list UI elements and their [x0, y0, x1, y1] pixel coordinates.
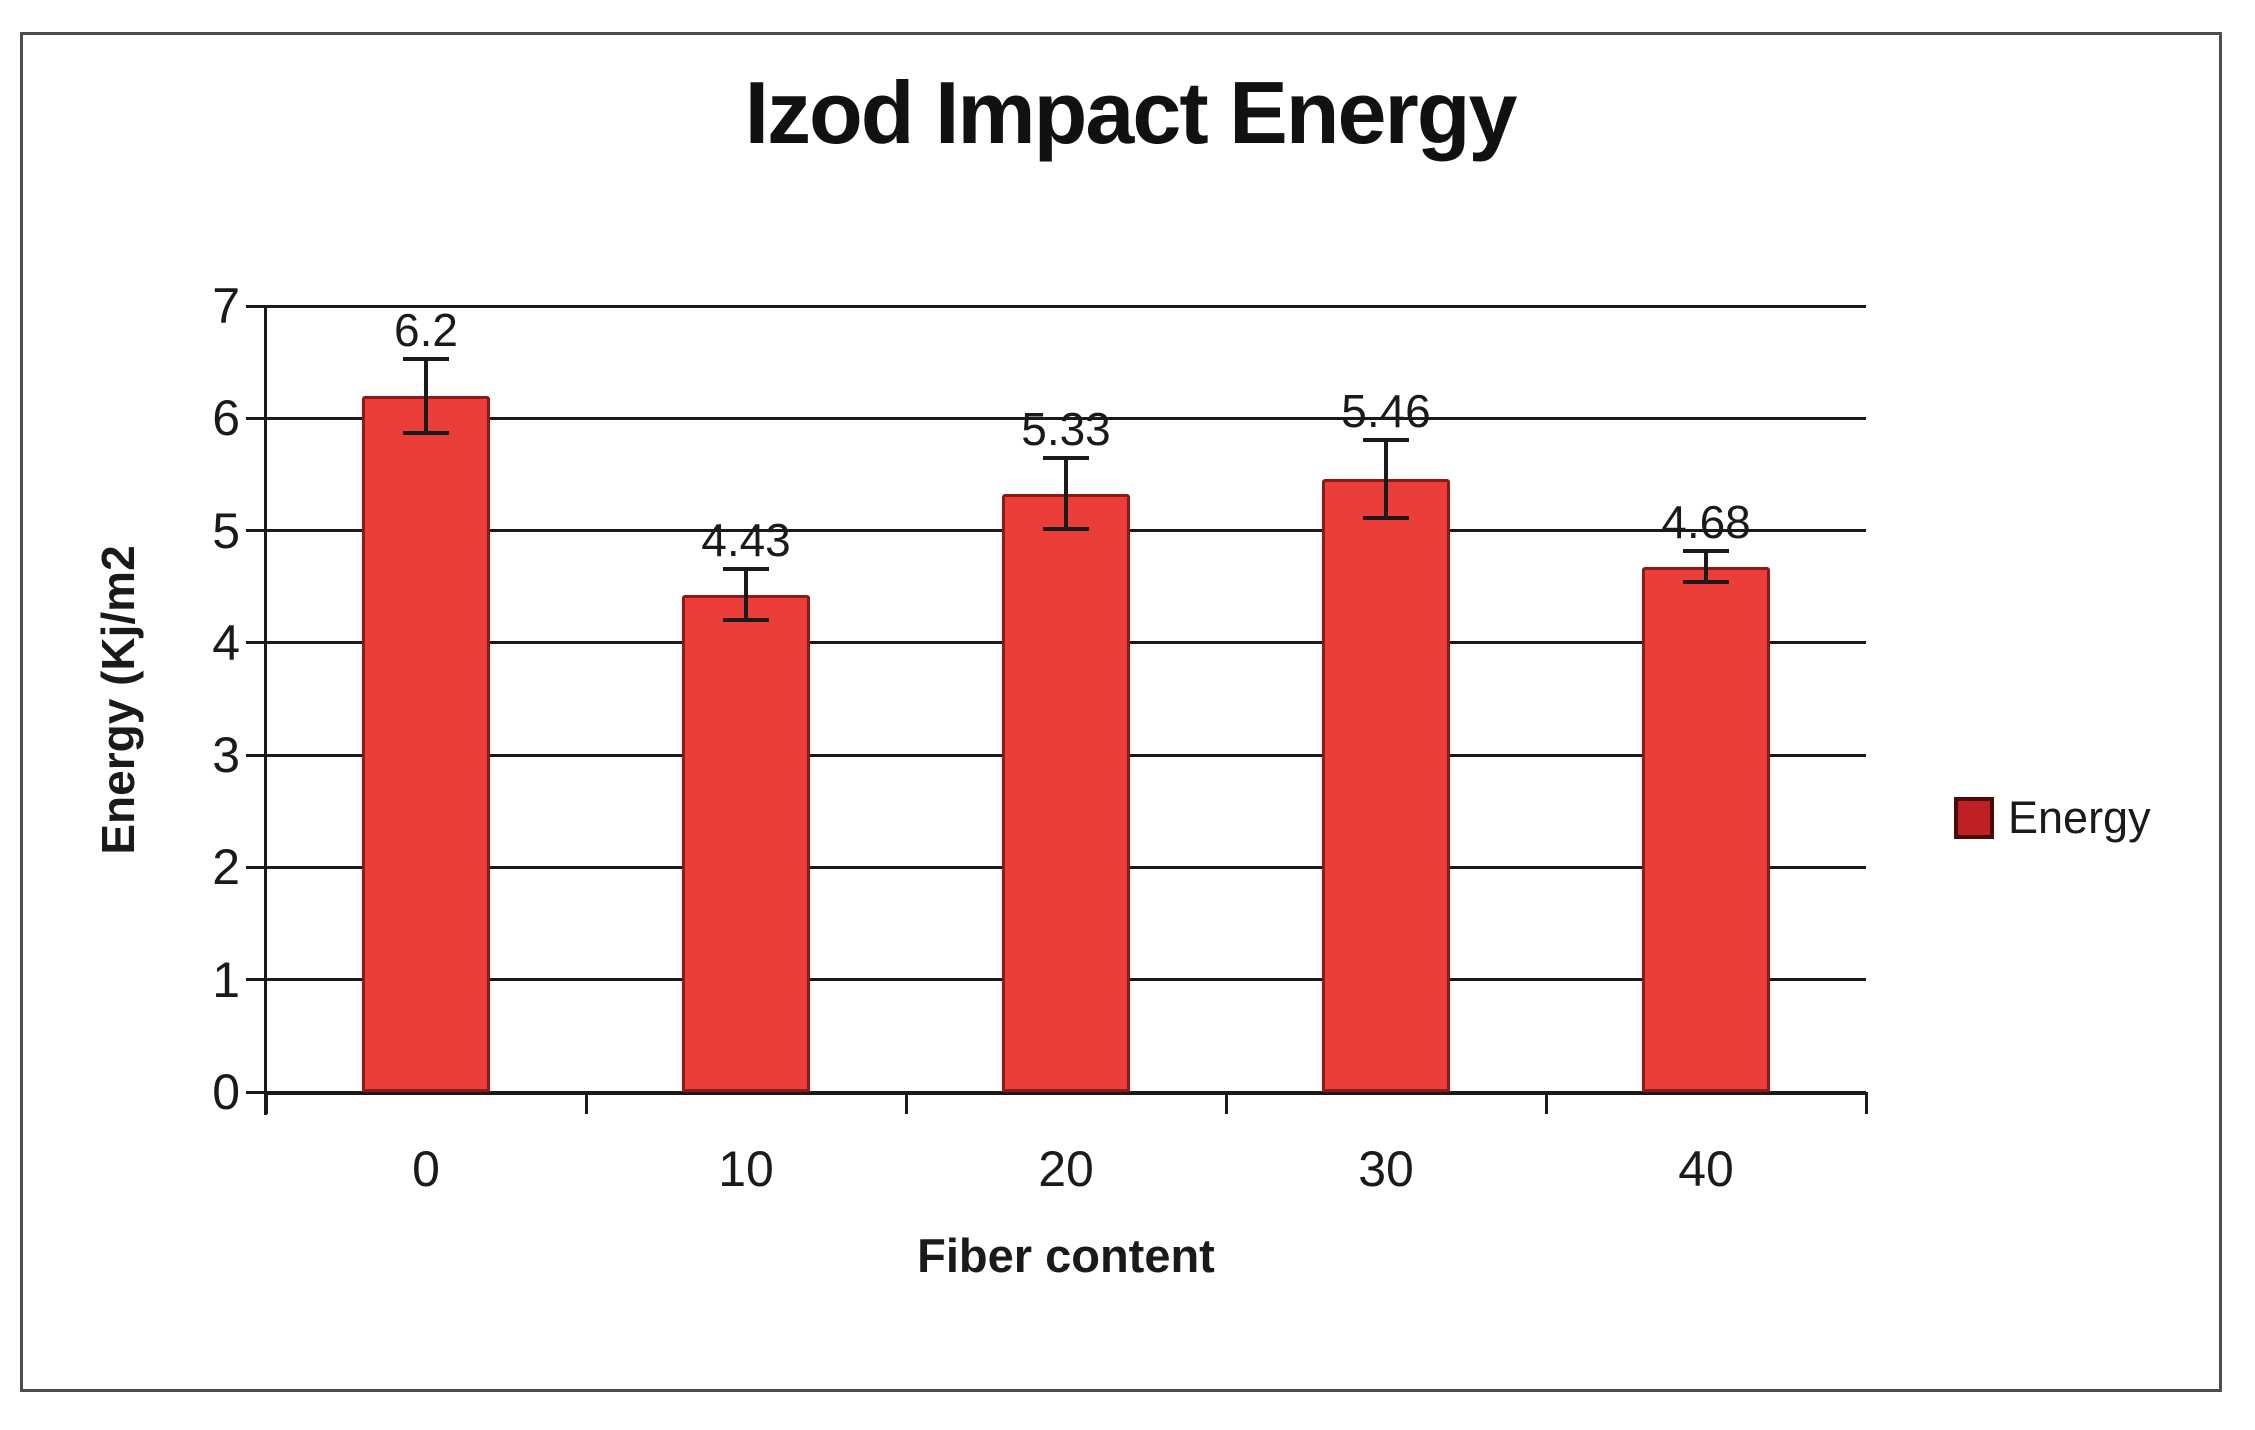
bar-value-label: 4.43 — [701, 513, 791, 566]
y-tick-label: 0 — [212, 1064, 240, 1120]
error-bar-stem — [1064, 457, 1068, 530]
bar-value-label: 5.46 — [1341, 384, 1431, 437]
x-tick — [584, 1092, 588, 1114]
y-axis-title: Energy (Kj/m2 — [92, 545, 144, 855]
y-tick-label: 5 — [212, 502, 240, 559]
error-bar-cap-top — [403, 356, 449, 361]
bar-value-label: 5.33 — [1021, 402, 1111, 455]
y-tick-label: 4 — [212, 614, 240, 671]
x-tick — [1544, 1092, 1548, 1114]
x-tick — [904, 1092, 908, 1114]
error-bar-cap-bottom — [1363, 516, 1409, 521]
error-bar-cap-bottom — [1683, 580, 1729, 585]
x-axis-title: Fiber content — [917, 1229, 1215, 1282]
y-tick — [246, 641, 266, 645]
x-tick-label: 0 — [412, 1141, 440, 1197]
h-gridline — [266, 304, 1866, 308]
bar-value-label: 6.2 — [394, 303, 458, 356]
x-tick-label: 40 — [1678, 1141, 1734, 1197]
error-bar-stem — [424, 358, 428, 433]
y-axis-line — [264, 304, 267, 1115]
bar — [1002, 493, 1130, 1092]
y-tick — [246, 978, 266, 982]
bar — [1642, 566, 1770, 1092]
error-bar-cap-bottom — [1043, 527, 1089, 532]
error-bar-cap-top — [1683, 548, 1729, 553]
y-tick-label: 7 — [212, 278, 240, 334]
x-tick — [1864, 1092, 1868, 1114]
x-tick-label: 20 — [1038, 1141, 1094, 1197]
bar — [1322, 478, 1450, 1092]
legend: Energy — [1954, 795, 2151, 840]
error-bar-cap-top — [723, 566, 769, 571]
error-bar-cap-top — [1363, 437, 1409, 442]
x-tick — [1224, 1092, 1228, 1114]
x-tick-label: 30 — [1358, 1141, 1414, 1197]
h-gridline — [266, 1090, 1866, 1095]
error-bar-cap-bottom — [723, 618, 769, 623]
y-tick — [246, 1090, 266, 1094]
error-bar-stem — [1704, 550, 1708, 583]
y-tick-label: 3 — [212, 727, 240, 784]
error-bar-cap-top — [1043, 455, 1089, 460]
error-bar-cap-bottom — [403, 430, 449, 435]
chart-title: Izod Impact Energy — [744, 63, 1518, 162]
y-tick — [246, 416, 266, 420]
y-tick-label: 6 — [212, 390, 240, 447]
bar-value-label: 4.68 — [1661, 495, 1751, 548]
error-bar-stem — [1384, 439, 1388, 519]
x-tick-label: 10 — [718, 1141, 774, 1197]
y-tick-label: 2 — [212, 839, 240, 896]
y-tick — [246, 865, 266, 869]
legend-swatch-energy — [1954, 796, 1994, 839]
bar — [682, 594, 810, 1092]
y-tick-label: 1 — [212, 951, 240, 1008]
x-tick — [264, 1092, 268, 1114]
bar — [362, 395, 490, 1092]
y-tick — [246, 304, 266, 308]
error-bar-stem — [744, 568, 748, 621]
legend-label: Energy — [2008, 792, 2151, 843]
y-tick — [246, 753, 266, 757]
y-tick — [246, 529, 266, 533]
h-gridline — [266, 416, 1866, 420]
